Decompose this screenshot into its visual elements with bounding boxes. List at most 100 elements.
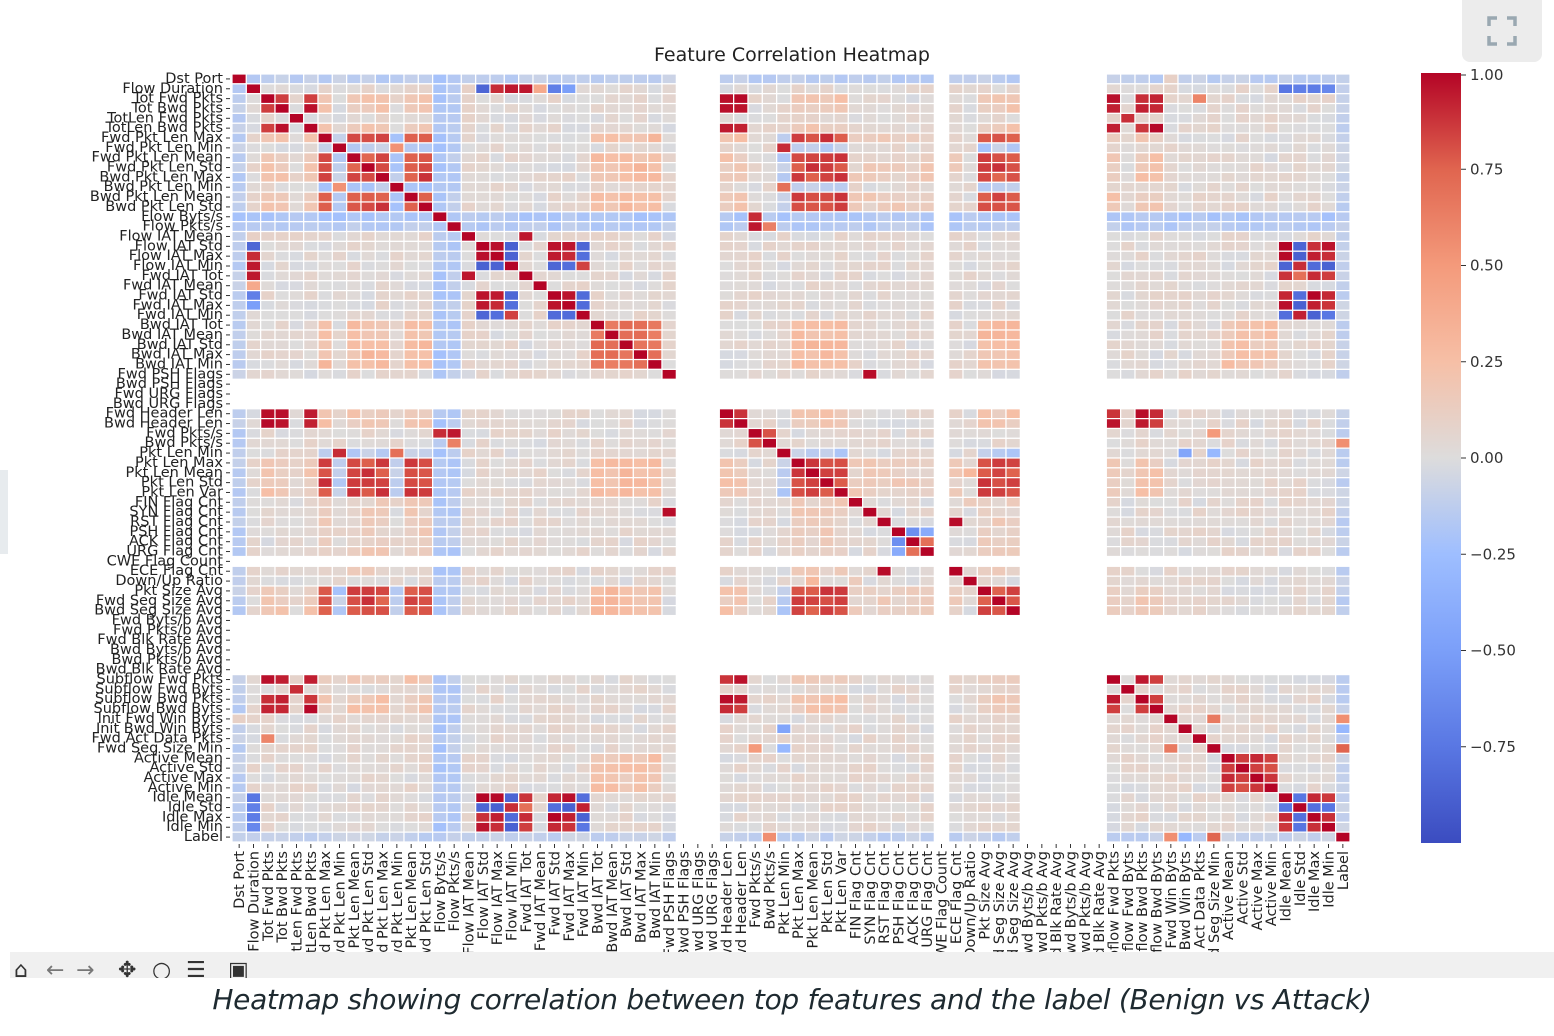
heatmap-cell	[417, 496, 434, 508]
heatmap-cell	[1320, 221, 1337, 233]
heatmap-cell	[804, 467, 821, 479]
heatmap-cell	[919, 674, 935, 686]
expand-button[interactable]	[1462, 0, 1542, 62]
back-icon[interactable]: ←	[46, 958, 65, 979]
heatmap-cell	[260, 506, 276, 518]
heatmap-cell	[546, 536, 563, 548]
heatmap-cell	[1120, 536, 1136, 548]
configure-icon[interactable]: ☰	[186, 958, 206, 979]
heatmap-cell	[274, 762, 290, 774]
heatmap-cell	[1005, 437, 1021, 449]
heatmap-cell	[1148, 693, 1165, 705]
heatmap-cell	[331, 723, 348, 735]
heatmap-cell	[1277, 299, 1294, 311]
heatmap-cell	[475, 782, 491, 794]
heatmap-cell	[1134, 270, 1150, 282]
heatmap-cell	[1306, 319, 1322, 331]
heatmap-cell	[317, 329, 333, 341]
heatmap-cell	[747, 772, 763, 784]
heatmap-cell	[604, 477, 620, 489]
heatmap-cell	[389, 536, 405, 548]
heatmap-cell	[288, 250, 305, 262]
heatmap-cell	[403, 605, 419, 617]
heatmap-cell	[231, 723, 247, 735]
heatmap-cell	[1206, 191, 1222, 203]
heatmap-cell	[976, 467, 993, 479]
save-icon[interactable]: ▣	[228, 958, 249, 979]
forward-icon[interactable]: →	[76, 958, 95, 979]
heatmap-cell	[274, 742, 290, 754]
heatmap-cell	[618, 486, 634, 498]
heatmap-cell	[862, 802, 878, 814]
heatmap-cell	[1234, 368, 1251, 380]
heatmap-cell	[1105, 408, 1122, 420]
heatmap-cell	[1163, 792, 1179, 804]
heatmap-cell	[661, 171, 677, 183]
heatmap-cell	[288, 408, 305, 420]
pan-icon[interactable]: ✥	[118, 958, 137, 979]
heatmap-cell	[1148, 713, 1165, 725]
heatmap-cell	[632, 181, 649, 193]
heatmap-cell	[1306, 447, 1322, 459]
heatmap-cell	[245, 536, 262, 548]
heatmap-cell	[804, 290, 821, 302]
heatmap-cell	[890, 329, 907, 341]
heatmap-cell	[905, 516, 921, 528]
heatmap-cell	[876, 132, 892, 144]
x-tick-label: Fwd URG Flags	[691, 851, 707, 960]
heatmap-cell	[1134, 821, 1150, 833]
heatmap-cell	[1148, 467, 1165, 479]
heatmap-cell	[1120, 752, 1136, 764]
heatmap-cell	[518, 368, 534, 380]
heatmap-cell	[260, 486, 276, 498]
heatmap-cell	[503, 467, 520, 479]
heatmap-cell	[489, 299, 505, 311]
colorbar-tick-label: 0.00	[1470, 449, 1503, 467]
heatmap-cell	[432, 506, 448, 518]
heatmap-cell	[403, 240, 419, 252]
heatmap-cell	[776, 191, 792, 203]
heatmap-cell	[389, 693, 405, 705]
heatmap-cell	[718, 733, 735, 745]
heatmap-cell	[1249, 733, 1265, 745]
heatmap-cell	[761, 565, 778, 577]
heatmap-cell	[618, 447, 634, 459]
heatmap-cell	[589, 437, 606, 449]
heatmap-cell	[905, 83, 921, 95]
heatmap-cell	[761, 447, 778, 459]
heatmap-cell	[346, 142, 362, 154]
heatmap-cell	[1263, 418, 1279, 430]
heatmap-cell	[475, 270, 491, 282]
heatmap-cell	[575, 270, 591, 282]
heatmap-cell	[1320, 477, 1337, 489]
heatmap-cell	[1335, 496, 1351, 508]
heatmap-cell	[260, 693, 276, 705]
zoom-icon[interactable]: ○	[152, 958, 172, 979]
heatmap-cell	[1277, 723, 1294, 735]
heatmap-cell	[790, 408, 806, 420]
heatmap-cell	[561, 349, 577, 361]
heatmap-cell	[1177, 477, 1193, 489]
heatmap-cell	[1148, 486, 1165, 498]
heatmap-cell	[804, 733, 821, 745]
heatmap-cell	[331, 191, 348, 203]
heatmap-cell	[862, 674, 878, 686]
heatmap-cell	[862, 585, 878, 597]
heatmap-cell	[432, 427, 448, 439]
heatmap-cell	[618, 772, 634, 784]
heatmap-cell	[245, 408, 262, 420]
heatmap-cell	[446, 427, 462, 439]
side-tab[interactable]	[0, 470, 8, 554]
heatmap-cell	[847, 506, 864, 518]
heatmap-cell	[776, 181, 792, 193]
heatmap-cell	[819, 526, 835, 538]
heatmap-cell	[862, 536, 878, 548]
heatmap-cell	[718, 595, 735, 607]
heatmap-cell	[317, 792, 333, 804]
heatmap-cell	[432, 122, 448, 134]
heatmap-cell	[1005, 831, 1021, 843]
heatmap-cell	[317, 585, 333, 597]
home-icon[interactable]: ⌂	[14, 958, 28, 979]
heatmap-cell	[1005, 752, 1021, 764]
heatmap-cell	[847, 408, 864, 420]
